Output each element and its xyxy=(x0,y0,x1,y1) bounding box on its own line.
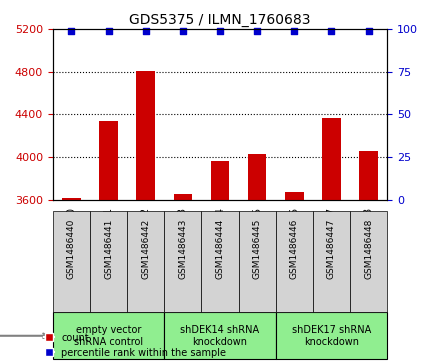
Bar xyxy=(90,211,127,312)
Bar xyxy=(248,154,267,200)
Bar xyxy=(350,211,387,312)
Bar xyxy=(99,121,118,200)
Bar xyxy=(136,71,155,200)
Point xyxy=(180,28,187,34)
Bar xyxy=(359,151,378,200)
Text: GSM1486442: GSM1486442 xyxy=(141,219,150,279)
Text: GSM1486447: GSM1486447 xyxy=(327,219,336,279)
Point xyxy=(365,28,372,34)
Title: GDS5375 / ILMN_1760683: GDS5375 / ILMN_1760683 xyxy=(129,13,311,26)
Bar xyxy=(285,192,304,200)
Text: GSM1486440: GSM1486440 xyxy=(67,219,76,279)
Bar xyxy=(127,211,164,312)
Text: GSM1486443: GSM1486443 xyxy=(178,219,187,279)
Bar xyxy=(173,194,192,200)
Point xyxy=(142,28,149,34)
Text: empty vector
shRNA control: empty vector shRNA control xyxy=(74,325,143,347)
Text: GSM1486448: GSM1486448 xyxy=(364,219,373,279)
Text: GSM1486441: GSM1486441 xyxy=(104,219,113,279)
Bar xyxy=(322,118,341,200)
Point xyxy=(253,28,260,34)
Text: GSM1486444: GSM1486444 xyxy=(216,219,224,279)
Bar xyxy=(53,312,164,359)
Point xyxy=(328,28,335,34)
Bar xyxy=(202,211,238,312)
Point xyxy=(68,28,75,34)
Text: protocol: protocol xyxy=(0,331,48,341)
Text: shDEK17 shRNA
knockdown: shDEK17 shRNA knockdown xyxy=(292,325,371,347)
Legend: count, percentile rank within the sample: count, percentile rank within the sample xyxy=(40,329,230,362)
Bar xyxy=(276,211,313,312)
Text: GSM1486445: GSM1486445 xyxy=(253,219,262,279)
Text: GSM1486446: GSM1486446 xyxy=(290,219,299,279)
Bar xyxy=(238,211,276,312)
Point xyxy=(216,28,224,34)
Bar xyxy=(62,197,81,200)
Bar xyxy=(211,161,229,200)
Bar xyxy=(276,312,387,359)
Bar xyxy=(164,211,202,312)
Point xyxy=(105,28,112,34)
Bar xyxy=(164,312,276,359)
Point xyxy=(291,28,298,34)
Bar xyxy=(313,211,350,312)
Bar xyxy=(53,211,90,312)
Text: shDEK14 shRNA
knockdown: shDEK14 shRNA knockdown xyxy=(180,325,260,347)
